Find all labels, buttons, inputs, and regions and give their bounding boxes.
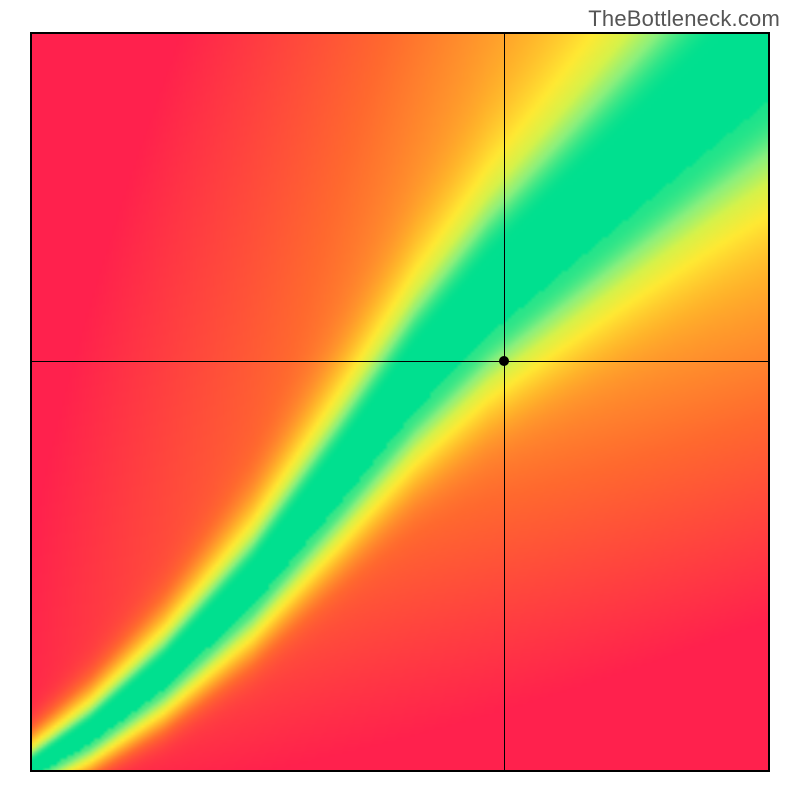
- crosshair-point: [499, 356, 509, 366]
- chart-container: TheBottleneck.com: [0, 0, 800, 800]
- watermark-label: TheBottleneck.com: [588, 6, 780, 32]
- heatmap-canvas: [30, 32, 770, 772]
- crosshair-vertical: [504, 32, 505, 772]
- plot-frame: [30, 32, 770, 772]
- crosshair-horizontal: [30, 361, 770, 362]
